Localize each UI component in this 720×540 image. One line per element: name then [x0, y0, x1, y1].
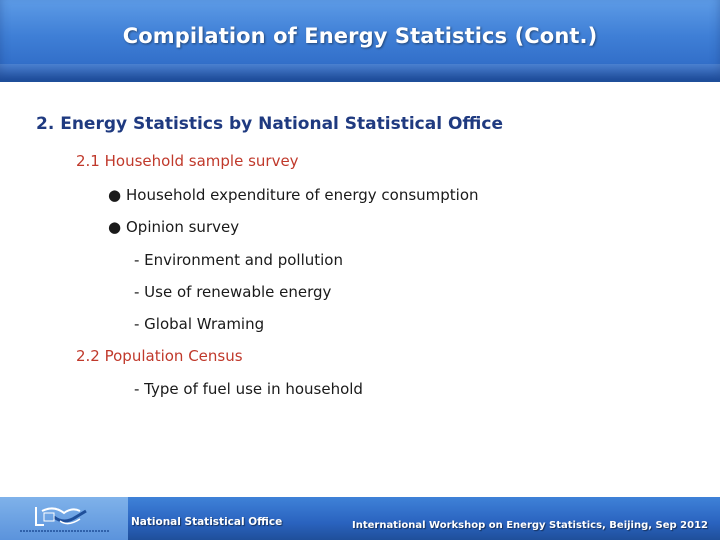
bullet-icon: ● [108, 218, 122, 236]
footer-logo-panel [0, 497, 128, 540]
bullet-item-expenditure: ● Household expenditure of energy consump… [108, 186, 479, 204]
subsection-household-survey: 2.1 Household sample survey [76, 152, 299, 170]
bullet-icon: ● [108, 186, 122, 204]
bullet-text: Opinion survey [126, 218, 240, 236]
bullet-item-opinion: ● Opinion survey [108, 218, 239, 236]
section-heading: 2. Energy Statistics by National Statist… [36, 114, 503, 134]
subsection-population-census: 2.2 Population Census [76, 347, 243, 365]
title-bar [0, 0, 720, 82]
footer-event-name: International Workshop on Energy Statist… [351, 520, 708, 531]
footer-bar [0, 497, 720, 540]
opinion-item-renewable: - Use of renewable energy [134, 283, 332, 301]
page-title: Compilation of Energy Statistics (Cont.) [122, 24, 598, 48]
footer-office-name: National Statistical Office [131, 516, 283, 528]
census-item-fuel-type: - Type of fuel use in household [134, 380, 363, 398]
opinion-item-environment: - Environment and pollution [134, 251, 343, 269]
opinion-item-global-warming: - Global Wraming [134, 315, 265, 333]
title-bar-band [0, 64, 720, 80]
bullet-text: Household expenditure of energy consumpt… [126, 186, 479, 204]
nso-logo-icon [20, 507, 110, 532]
